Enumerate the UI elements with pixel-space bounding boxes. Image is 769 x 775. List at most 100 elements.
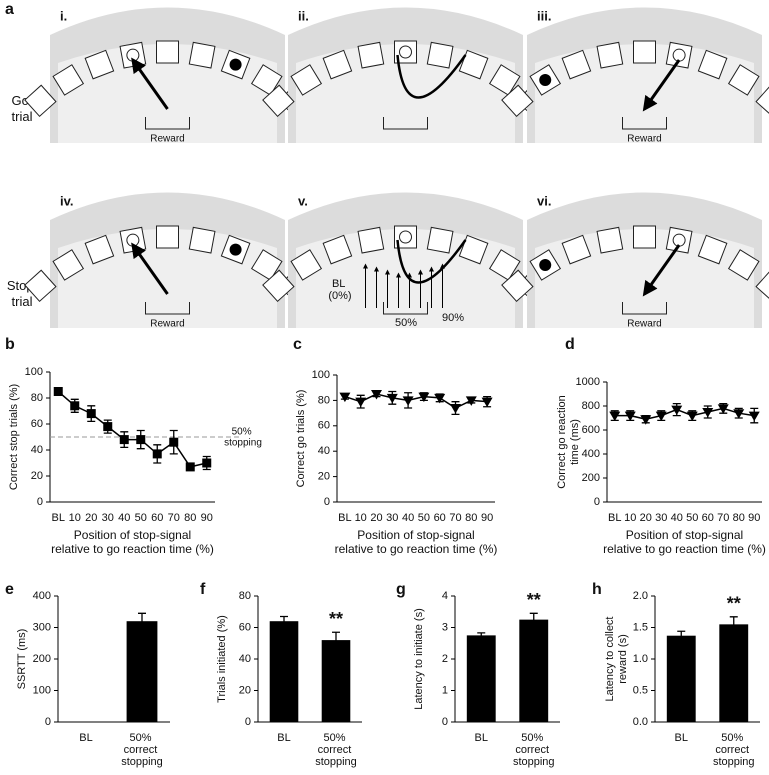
y-axis-label: Trials initiated (%) (216, 615, 228, 703)
reward-tray (145, 117, 190, 130)
marker (53, 387, 63, 396)
y-tick-label: 100 (25, 366, 43, 378)
x-tick-label: 40 (118, 512, 130, 524)
y-tick-label: 1.5 (633, 621, 648, 633)
panel-sublabel: v. (298, 193, 308, 208)
nose-poke-hole (290, 64, 323, 96)
panel-label: b (5, 336, 15, 353)
panel-sublabel: iv. (60, 193, 74, 208)
hole-light (126, 48, 140, 62)
nose-poke-hole (52, 64, 85, 96)
cue-light (539, 73, 552, 86)
y-tick-label: 1.0 (633, 653, 648, 665)
y-tick-label: 2 (442, 653, 448, 665)
y-tick-label: 40 (318, 445, 330, 457)
panel-sublabel: i. (60, 8, 67, 23)
x-tick-label: 90 (748, 512, 760, 524)
y-tick-label: 400 (582, 448, 600, 460)
reference-label: 50% stopping (224, 426, 262, 448)
y-tick-label: 0.5 (633, 684, 648, 696)
marker (70, 401, 80, 411)
x-tick-label: 10 (69, 512, 81, 524)
x-axis-label: relative to go reaction time (%) (335, 542, 498, 556)
y-tick-label: 80 (318, 394, 330, 406)
nose-poke-hole (458, 49, 489, 80)
x-tick-label: 30 (102, 512, 114, 524)
nose-poke-hole (290, 249, 323, 281)
y-tick-label: 1000 (576, 376, 600, 388)
y-tick-label: 100 (33, 684, 51, 696)
y-tick-label: 60 (239, 621, 251, 633)
x-tick-label: 10 (355, 512, 367, 524)
y-tick-label: 20 (31, 470, 43, 482)
cue-light (539, 258, 552, 271)
nose-poke-hole (633, 40, 656, 64)
y-tick-label: 80 (31, 392, 43, 404)
error-bar (729, 616, 738, 633)
y-tick-label: 0.0 (633, 716, 648, 728)
x-tick-label: 70 (449, 512, 461, 524)
panel-label: h (592, 581, 602, 598)
panel-label: d (565, 336, 575, 353)
hole-light (672, 233, 686, 247)
panel-label: c (293, 336, 302, 353)
y-tick-label: 1 (442, 684, 448, 696)
stop-signal-label: BL (0%) (328, 278, 351, 302)
marker (655, 411, 667, 422)
nose-poke-hole (262, 269, 295, 303)
y-axis-label: Correct go trials (%) (295, 390, 307, 488)
x-axis-label: Position of stop-signal (357, 528, 474, 542)
x-tick-label: BL (277, 732, 290, 744)
trajectory-arrow (642, 244, 681, 297)
x-tick-label: 10 (624, 512, 636, 524)
marker (86, 409, 96, 419)
y-tick-label: 40 (239, 653, 251, 665)
marker (202, 458, 212, 468)
reward-label: Reward (150, 134, 184, 145)
nose-poke-hole (24, 84, 57, 118)
cue-light (229, 58, 242, 71)
series-line (614, 407, 755, 420)
marker (152, 449, 162, 459)
x-tick-label: 70 (168, 512, 180, 524)
y-tick-label: 0 (245, 716, 251, 728)
y-axis-label: time (ms) (569, 419, 581, 465)
marker (748, 411, 760, 422)
nose-poke-hole (357, 41, 385, 69)
marker (185, 462, 195, 472)
reward-label: Reward (627, 319, 661, 330)
error-bar (280, 615, 288, 627)
y-axis-label: Latency to collect (604, 617, 616, 702)
marker (339, 392, 351, 403)
marker (624, 411, 636, 422)
x-tick-label: 40 (671, 512, 683, 524)
x-tick-label: BL (338, 512, 351, 524)
nose-poke-hole (727, 64, 760, 96)
x-tick-label: 50% correct stopping (315, 732, 357, 768)
y-tick-label: 300 (33, 621, 51, 633)
nose-poke-hole (561, 49, 592, 80)
y-tick-label: 20 (239, 684, 251, 696)
reward-tray (383, 117, 428, 130)
nose-poke-hole (697, 49, 728, 80)
x-axis-label: Position of stop-signal (74, 528, 191, 542)
bar (269, 621, 299, 722)
nose-poke-hole (262, 84, 295, 118)
x-tick-label: 80 (733, 512, 745, 524)
x-tick-label: 40 (402, 512, 414, 524)
marker (702, 408, 714, 418)
marker (465, 396, 477, 406)
bar (321, 640, 351, 722)
y-axis-label: Latency to initiate (s) (413, 608, 425, 710)
nose-poke-hole (501, 269, 534, 303)
significance-label: ** (329, 609, 343, 629)
x-axis-label: relative to go reaction time (%) (603, 542, 766, 556)
stop-signal-label: 90% (442, 312, 464, 324)
nose-poke-hole (188, 226, 216, 254)
bar (719, 624, 749, 722)
marker (386, 393, 398, 404)
y-tick-label: 800 (582, 400, 600, 412)
bar (126, 621, 158, 722)
y-tick-label: 20 (318, 471, 330, 483)
error-bar (332, 631, 340, 649)
